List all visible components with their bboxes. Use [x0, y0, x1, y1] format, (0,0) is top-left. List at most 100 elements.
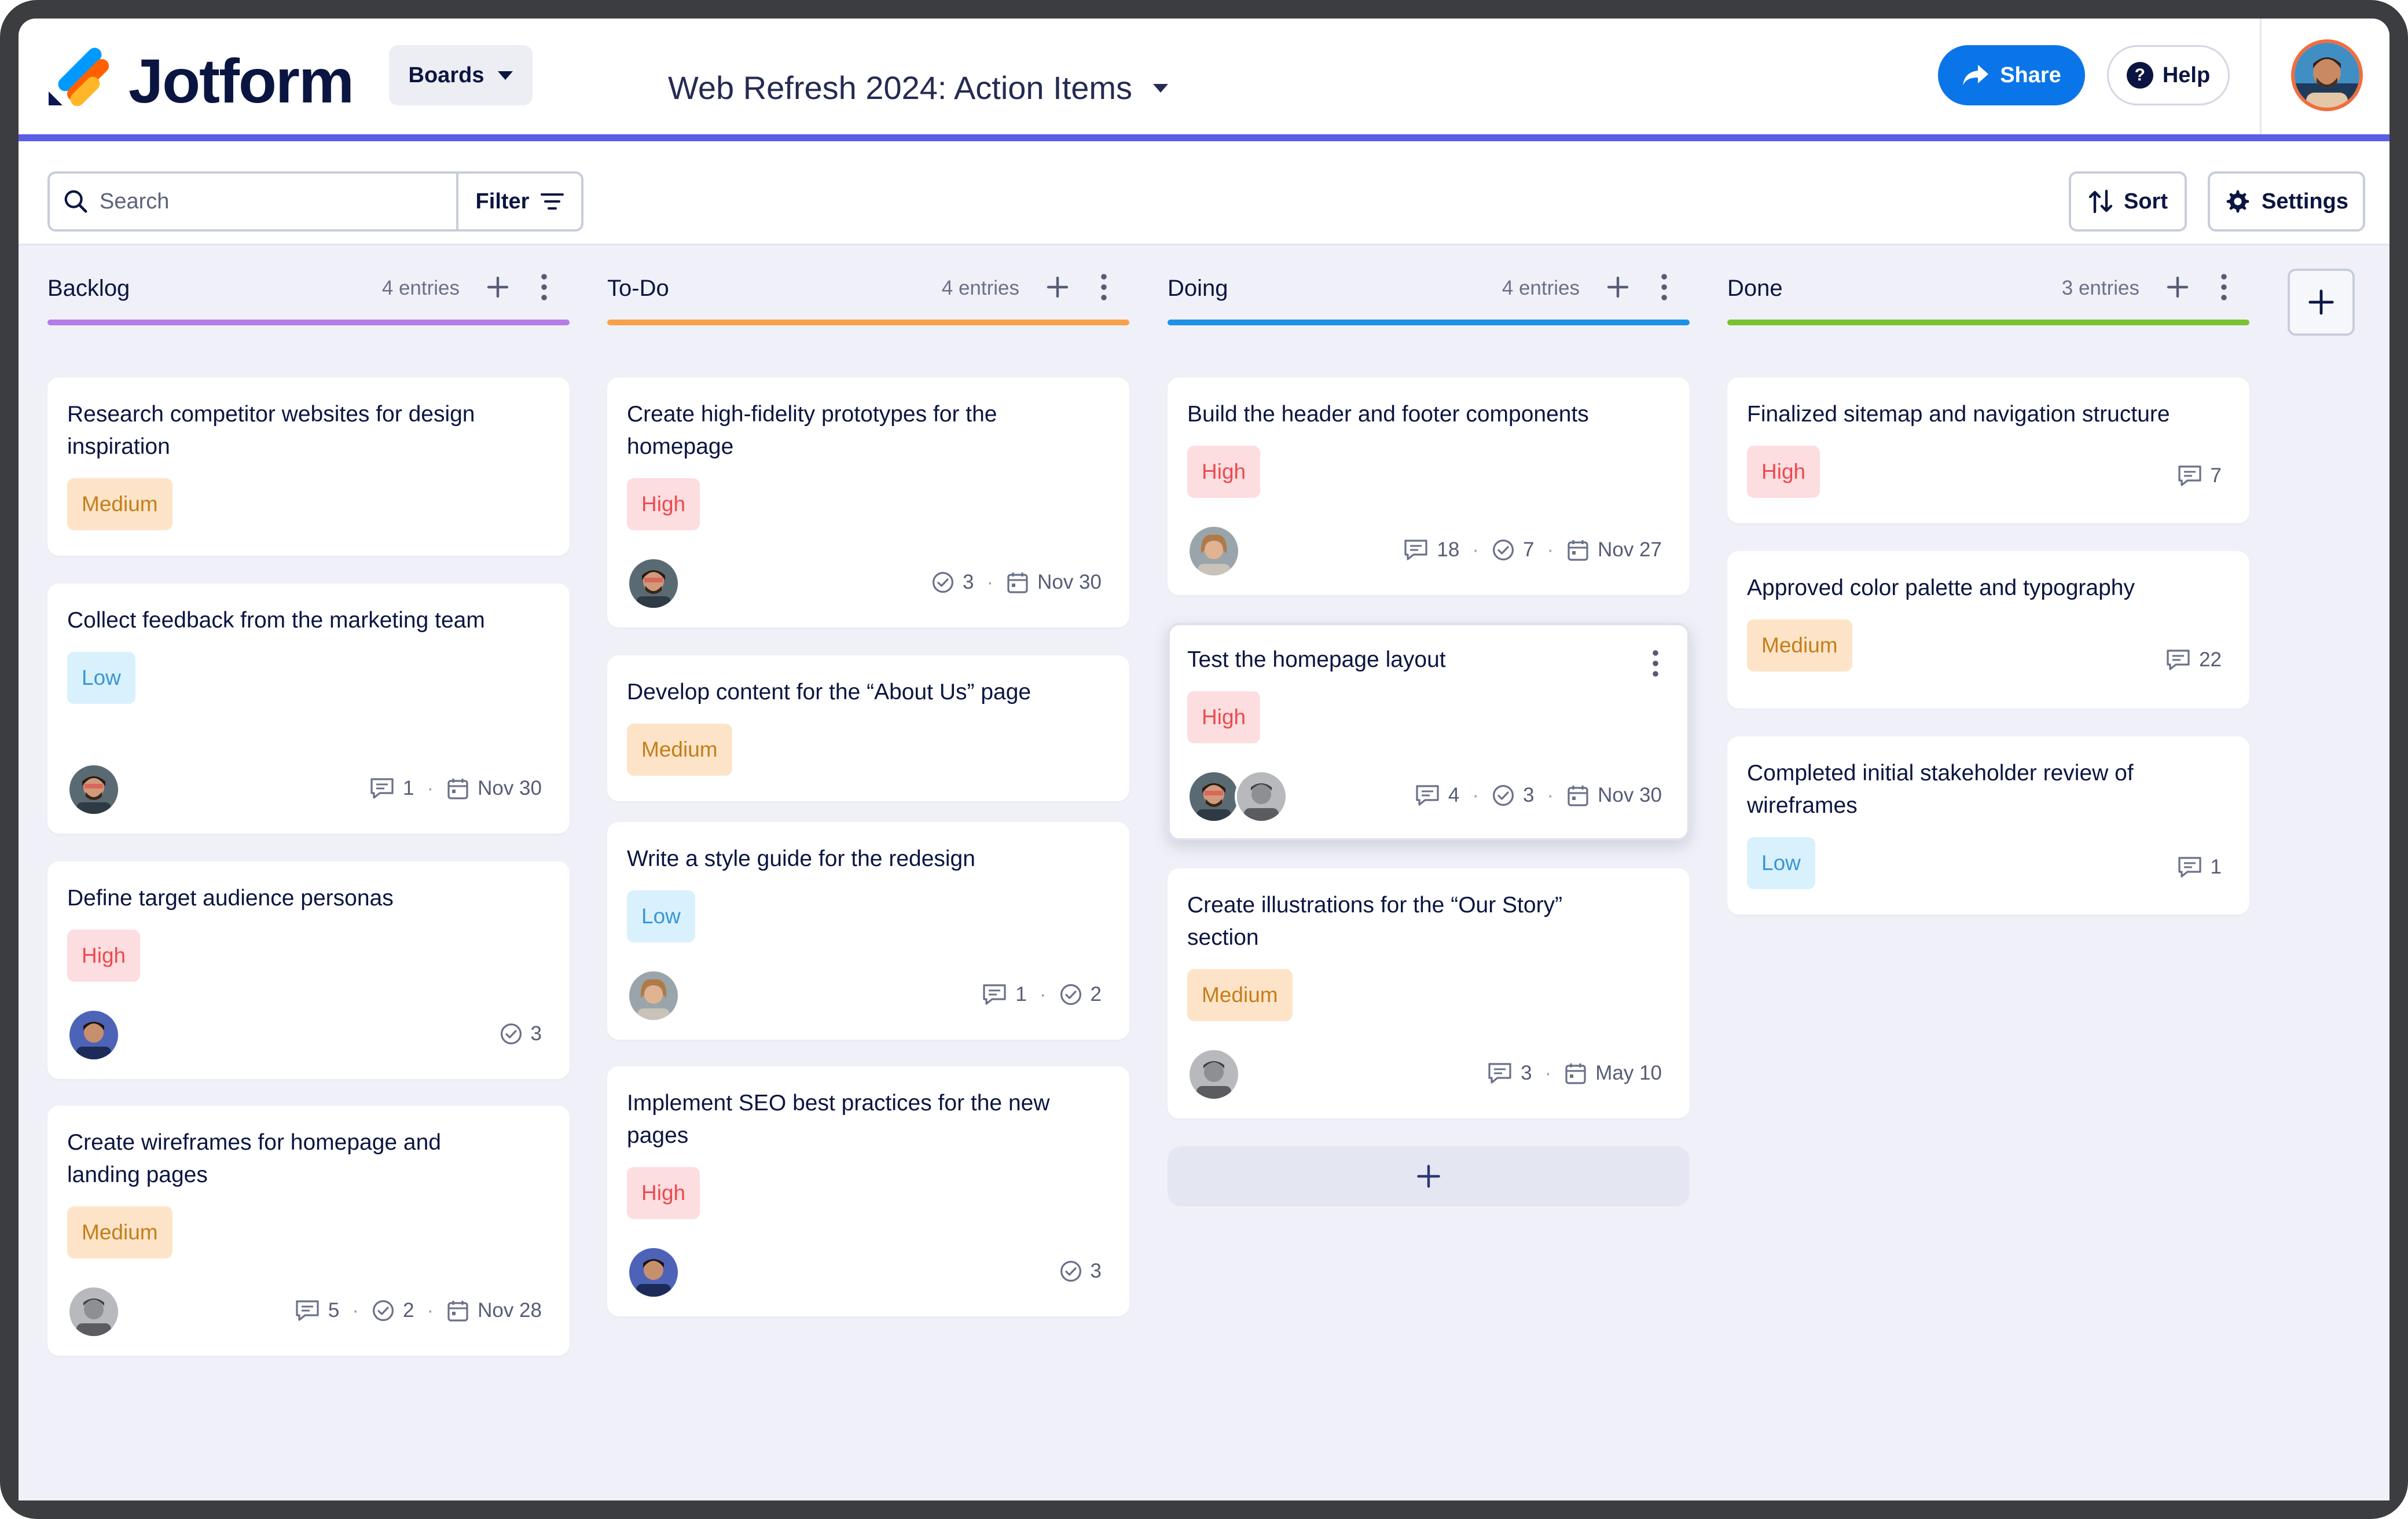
comment-icon [2178, 857, 2201, 878]
card-menu-kebab-icon[interactable] [1647, 646, 1664, 681]
task-card[interactable]: Write a style guide for the redesign Low… [607, 822, 1129, 1040]
assignee-avatar[interactable] [1187, 770, 1240, 823]
comment-icon [2167, 650, 2190, 670]
card-title: Collect feedback from the marketing team [67, 608, 485, 633]
task-card[interactable]: Define target audience personas High 3 [47, 861, 570, 1079]
column-color-bar [1168, 320, 1690, 325]
caret-down-icon [1153, 83, 1169, 93]
add-entry-button[interactable] [1602, 271, 1634, 303]
search-icon [64, 190, 87, 213]
assignee-avatar[interactable] [627, 1246, 680, 1299]
task-card[interactable]: Develop content for the “About Us” page … [607, 655, 1129, 801]
assignee-avatar[interactable] [67, 1285, 120, 1338]
priority-badge: High [627, 1167, 700, 1219]
task-card[interactable]: Research competitor websites for design … [47, 377, 570, 556]
user-avatar[interactable] [2291, 39, 2363, 111]
plus-icon [487, 276, 509, 298]
comment-icon [1488, 1063, 1511, 1084]
sort-button[interactable]: Sort [2069, 171, 2187, 232]
task-card[interactable]: Completed initial stakeholder review of … [1727, 736, 2249, 915]
header-accent-line [19, 134, 2389, 141]
assignee-avatar[interactable] [1187, 1048, 1240, 1101]
help-button[interactable]: ? Help [2107, 45, 2230, 105]
card-meta: 22 [2165, 648, 2222, 672]
priority-badge: High [67, 930, 141, 982]
card-meta: 1 · Nov 30 [369, 777, 542, 800]
column-title: Doing [1168, 276, 1228, 301]
plus-icon [2308, 289, 2334, 315]
task-card[interactable]: Approved color palette and typography Me… [1727, 551, 2249, 709]
priority-badge: Medium [627, 724, 732, 776]
checklist-count: 3 [530, 1022, 542, 1045]
entries-count: 4 entries [1502, 277, 1580, 299]
comment-icon [296, 1300, 319, 1321]
add-entry-button[interactable] [2161, 271, 2194, 303]
checklist-count: 3 [1522, 784, 1535, 806]
priority-badge: Low [1747, 837, 1815, 889]
card-footer: 3 · May 10 [1187, 1048, 1662, 1101]
column-done: Done 3 entries Finalized sitemap and nav… [1727, 245, 2249, 915]
settings-button[interactable]: Settings [2208, 171, 2365, 232]
add-card-button[interactable] [1168, 1146, 1690, 1206]
assignee-avatar[interactable] [67, 1008, 120, 1062]
card-title: Build the header and footer components [1187, 402, 1589, 427]
column-menu-button[interactable] [1653, 271, 1676, 303]
comment-count: 1 [1015, 983, 1027, 1006]
task-card[interactable]: Finalized sitemap and navigation structu… [1727, 377, 2249, 523]
column-menu-button[interactable] [1092, 271, 1115, 303]
search-input[interactable]: Search [47, 171, 460, 232]
assignee-avatar[interactable] [627, 557, 680, 610]
check-circle-icon [932, 572, 953, 593]
add-entry-button[interactable] [482, 271, 514, 303]
kebab-icon [541, 274, 547, 300]
assignee-avatar[interactable] [1187, 524, 1240, 578]
priority-badge: Medium [1187, 969, 1293, 1021]
jotform-logo-icon[interactable] [46, 45, 110, 109]
kebab-icon [1661, 274, 1667, 300]
task-card[interactable]: Collect feedback from the marketing team… [47, 584, 570, 834]
checklist-count: 7 [1522, 538, 1535, 561]
plus-icon [1607, 276, 1629, 298]
priority-badge: Low [67, 652, 135, 704]
card-title: Finalized sitemap and navigation structu… [1747, 402, 2170, 427]
boards-dropdown-button[interactable]: Boards [389, 45, 533, 105]
card-meta: 18 · 7 · Nov 27 [1403, 538, 1662, 562]
card-footer: 1 · Nov 30 [67, 763, 542, 816]
comment-count: 4 [1448, 784, 1460, 806]
task-card[interactable]: Build the header and footer components H… [1168, 377, 1690, 595]
card-title: Research competitor websites for design … [67, 402, 475, 459]
comment-count: 3 [1521, 1062, 1532, 1084]
task-card[interactable]: Create wireframes for homepage and landi… [47, 1106, 570, 1356]
task-card[interactable]: Create high-fidelity prototypes for the … [607, 377, 1129, 628]
assignee-avatar[interactable] [627, 969, 680, 1022]
assignee-avatar[interactable] [67, 763, 120, 816]
calendar-icon [447, 1301, 468, 1322]
task-card-hovered[interactable]: Test the homepage layout High 4 · 3 · No… [1168, 623, 1690, 841]
task-card[interactable]: Implement SEO best practices for the new… [607, 1066, 1129, 1316]
column-menu-button[interactable] [533, 271, 556, 303]
board-title-dropdown[interactable]: Web Refresh 2024: Action Items [668, 72, 1169, 104]
filter-button[interactable]: Filter [456, 171, 583, 232]
share-button[interactable]: Share [1938, 45, 2085, 105]
column-color-bar [607, 320, 1129, 325]
kebab-icon [1101, 274, 1107, 300]
task-card[interactable]: Create illustrations for the “Our Story”… [1168, 868, 1690, 1118]
check-circle-icon [1492, 785, 1514, 806]
card-meta: 3 · Nov 30 [931, 571, 1102, 594]
checklist-count: 2 [402, 1299, 414, 1322]
column-header: Backlog 4 entries [47, 245, 570, 326]
search-placeholder: Search [100, 189, 170, 214]
assignee-avatar[interactable] [1235, 770, 1288, 823]
comment-icon [2178, 465, 2201, 486]
comment-count: 1 [402, 777, 414, 799]
add-entry-button[interactable] [1041, 271, 1074, 303]
add-column-button[interactable] [2288, 269, 2355, 336]
due-date: May 10 [1595, 1062, 1662, 1084]
column-title: To-Do [607, 276, 669, 301]
card-meta: 3 · May 10 [1487, 1062, 1662, 1085]
check-circle-icon [1060, 1261, 1081, 1282]
column-menu-button[interactable] [2212, 271, 2236, 303]
column-title: Backlog [47, 276, 130, 301]
due-date: Nov 30 [1598, 784, 1662, 806]
